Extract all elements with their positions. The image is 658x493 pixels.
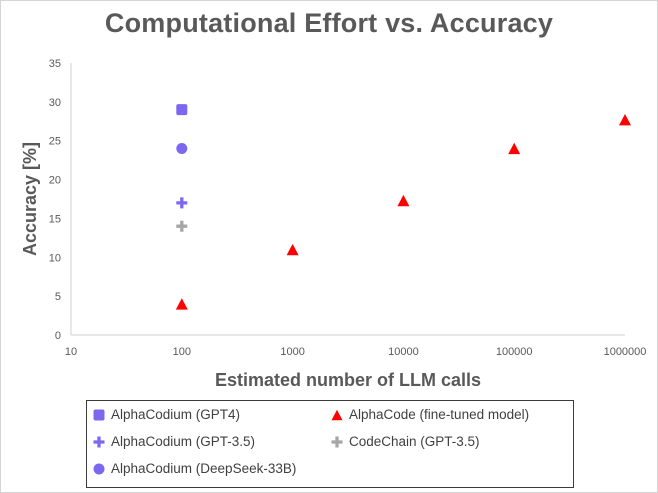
triangle-data-point <box>286 243 299 256</box>
legend-marker-icon <box>93 463 105 474</box>
triangle-icon <box>331 409 343 420</box>
circle-icon <box>93 463 105 474</box>
y-tick-label: 0 <box>55 330 61 342</box>
legend-label: AlphaCodium (DeepSeek-33B) <box>111 461 297 476</box>
legend-label: AlphaCodium (GPT4) <box>111 407 241 422</box>
plus-icon <box>331 436 343 447</box>
x-tick-label: 100 <box>173 346 191 358</box>
circle-data-point <box>176 142 188 154</box>
y-tick-label: 25 <box>49 136 61 148</box>
x-tick-label: 10 <box>65 346 77 358</box>
data-points <box>175 104 631 310</box>
x-tick-label: 10000 <box>388 346 419 358</box>
legend-item: CodeChain (GPT-3.5) <box>330 434 480 449</box>
y-tick-label: 20 <box>49 175 61 187</box>
square-data-point <box>176 104 188 116</box>
y-tick-label: 35 <box>49 58 61 70</box>
y-axis-label: Accuracy [%] <box>20 142 40 256</box>
legend-marker-icon <box>93 409 105 420</box>
legend: AlphaCodium (GPT4) AlphaCode (fine-tuned … <box>86 400 574 488</box>
triangle-data-point <box>175 298 188 310</box>
plus-data-point <box>176 220 188 232</box>
y-tick-label: 15 <box>49 213 61 225</box>
legend-label: AlphaCode (fine-tuned model) <box>349 407 530 422</box>
legend-label: CodeChain (GPT-3.5) <box>349 434 480 449</box>
axes <box>70 63 625 336</box>
plus-icon <box>93 436 105 447</box>
legend-item: AlphaCodium (DeepSeek-33B) <box>92 461 296 476</box>
y-tick-label: 30 <box>49 97 61 109</box>
legend-label: AlphaCodium (GPT-3.5) <box>111 434 256 449</box>
tick-labels: 0 5 10 15 20 25 30 35 10 100 1000 10000 100000 100000… <box>49 58 647 358</box>
triangle-data-point <box>397 194 410 207</box>
legend-marker-icon <box>93 436 105 447</box>
legend-item: AlphaCodium (GPT4) <box>92 407 240 422</box>
legend-marker-icon <box>331 409 343 420</box>
chart-title: Computational Effort vs. Accuracy <box>104 8 554 38</box>
x-tick-label: 1000 <box>280 346 304 358</box>
x-tick-label: 100000 <box>496 346 533 358</box>
scatter-plot: 0 5 10 15 20 25 30 35 10 100 1000 10000 100000 100000… <box>20 58 647 390</box>
legend-item: AlphaCode (fine-tuned model) <box>330 407 529 422</box>
y-tick-label: 5 <box>55 291 61 303</box>
x-axis-label: Estimated number of LLM calls <box>215 370 481 390</box>
legend-item: AlphaCodium (GPT-3.5) <box>92 434 255 449</box>
y-tick-label: 10 <box>49 252 61 264</box>
plus-data-point <box>176 197 188 209</box>
legend-marker-icon <box>331 436 343 447</box>
triangle-data-point <box>619 114 631 126</box>
triangle-data-point <box>508 142 521 155</box>
square-icon <box>93 409 105 420</box>
x-tick-label: 1000000 <box>604 346 647 358</box>
